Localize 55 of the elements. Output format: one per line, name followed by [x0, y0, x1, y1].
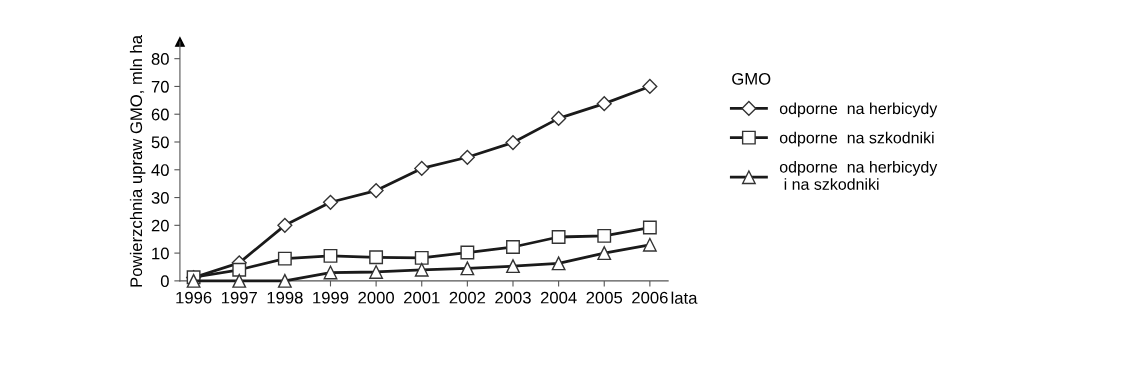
point — [368, 183, 384, 199]
point — [277, 273, 292, 288]
point — [369, 250, 384, 265]
y-tick-label: 10 — [152, 247, 169, 260]
point — [414, 262, 429, 277]
point — [597, 246, 612, 261]
y-tick-label: 60 — [151, 108, 169, 121]
point — [506, 240, 520, 254]
point — [232, 262, 247, 277]
legend-label: odporne na herbicydy — [779, 102, 938, 118]
legend-label: odporne na szkodniki — [779, 131, 934, 147]
point — [459, 149, 475, 165]
x-tick-label: 2004 — [540, 291, 577, 304]
y-tick-label: 0 — [160, 275, 169, 288]
y-tick-label: 30 — [151, 191, 169, 204]
point — [460, 261, 475, 276]
x-tick-label: 1999 — [313, 291, 349, 304]
x-tick-label: 1997 — [221, 291, 257, 304]
legend-title: GMO — [732, 72, 771, 85]
x-axis-title: lata — [671, 291, 698, 304]
point — [460, 245, 475, 260]
point — [551, 110, 567, 126]
point — [597, 228, 612, 243]
y-tick-label: 80 — [151, 53, 169, 65]
legend-label: odporne na herbicydy i na szkodniki — [779, 160, 938, 190]
point — [551, 256, 566, 271]
point — [232, 273, 247, 288]
point — [642, 220, 657, 235]
x-tick-label: 2000 — [358, 291, 394, 304]
point — [277, 251, 292, 266]
y-axis-title: Powierzchnia upraw GMO, mln ha — [129, 35, 146, 287]
point — [551, 230, 566, 244]
point — [506, 259, 520, 274]
point — [596, 96, 612, 112]
x-tick-label: 1996 — [176, 291, 212, 304]
x-tick-label: 2001 — [404, 291, 440, 304]
point — [414, 250, 429, 265]
y-tick-label: 20 — [151, 219, 169, 232]
point — [414, 160, 430, 176]
point — [322, 194, 339, 210]
point — [642, 237, 657, 252]
point — [369, 265, 384, 279]
point — [323, 265, 338, 280]
point — [642, 78, 658, 95]
x-tick-label: 2006 — [632, 291, 668, 304]
x-tick-label: 2003 — [495, 291, 531, 304]
point — [505, 134, 521, 151]
point — [323, 248, 338, 263]
x-tick-label: 2002 — [449, 291, 486, 304]
x-tick-label: 2005 — [586, 291, 623, 304]
y-tick-label: 50 — [151, 136, 169, 149]
x-tick-label: 1998 — [267, 291, 303, 304]
point — [277, 217, 293, 233]
y-tick-label: 40 — [151, 164, 169, 176]
y-tick-label: 70 — [151, 80, 169, 93]
